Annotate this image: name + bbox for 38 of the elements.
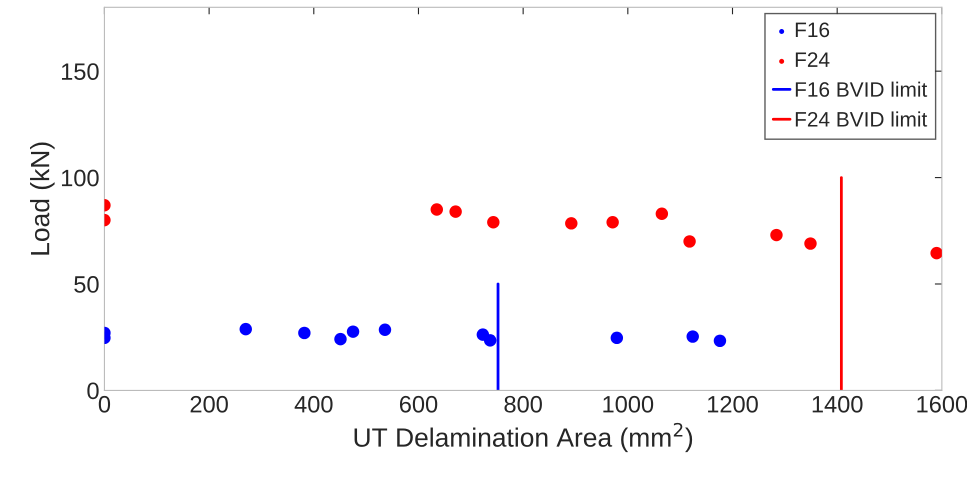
point	[298, 326, 311, 340]
x-tick-label: 400	[294, 396, 333, 413]
point	[334, 332, 347, 346]
y-tick-label: 0	[87, 382, 99, 400]
legend-label: F16 BVID limit	[796, 82, 928, 97]
legend-label: F16	[796, 22, 830, 38]
x-tick-label: 1600	[917, 396, 967, 413]
x-tick-label: 800	[504, 396, 542, 413]
x-tick-label: 1400	[812, 396, 863, 413]
legend-label: F24 BVID limit	[796, 111, 928, 127]
x-tick-label: 1000	[603, 396, 654, 413]
point	[804, 237, 817, 250]
point	[656, 208, 668, 220]
legend-label: F24	[796, 52, 830, 67]
point	[683, 235, 696, 248]
x-tick-label: 1200	[708, 396, 758, 413]
point	[714, 334, 726, 348]
x-tick-label: 600	[400, 396, 438, 413]
point	[378, 324, 392, 336]
point	[686, 330, 699, 343]
point	[770, 228, 783, 242]
x-axis-title: UT Delamination Area (mm$^{2}$)	[354, 422, 692, 452]
y-tick-label: 50	[74, 276, 99, 293]
point	[487, 216, 500, 228]
y-axis-title: Load (kN)	[30, 142, 55, 255]
point	[610, 332, 624, 344]
x-tick-label: 0	[98, 396, 110, 413]
point	[240, 322, 252, 336]
point	[606, 216, 619, 228]
x-tick-label: 200	[190, 396, 228, 413]
point	[449, 205, 462, 218]
y-tick-label: 100	[62, 170, 99, 186]
point	[484, 334, 496, 347]
point	[346, 325, 360, 338]
point	[930, 246, 942, 260]
point	[430, 203, 443, 216]
y-tick-label: 150	[62, 63, 99, 80]
point	[565, 217, 578, 230]
